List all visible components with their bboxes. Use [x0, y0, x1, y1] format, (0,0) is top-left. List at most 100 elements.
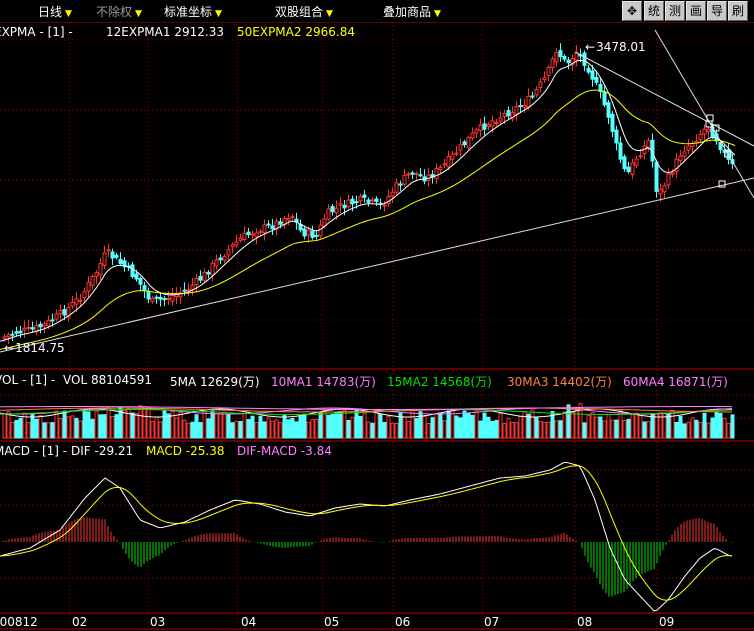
measure-button[interactable]: 测 — [665, 1, 685, 21]
volume-bar — [342, 410, 347, 439]
candle-body — [154, 296, 159, 299]
volume-bar — [698, 421, 703, 439]
toolbar: 日线 ▼ 不除权 ▼ 标准坐标 ▼ 双股组合 ▼ 叠加商品 ▼ ✥ 统 测 画 导 刷 — [0, 0, 754, 22]
volume-bar — [374, 409, 379, 439]
volume-bar — [538, 420, 543, 439]
volume-bar — [462, 410, 467, 439]
export-button[interactable]: 导 — [707, 1, 727, 21]
candle-body — [18, 330, 23, 334]
stats-button[interactable]: 统 — [644, 1, 664, 21]
candle-body — [582, 52, 587, 66]
candle-body — [194, 277, 199, 285]
volume-bar — [346, 420, 351, 439]
volume-bar — [502, 423, 507, 439]
volume-bar — [66, 416, 71, 439]
volume-bar — [2, 413, 7, 439]
candle-body — [150, 297, 155, 302]
candle-body — [634, 158, 639, 166]
candle-body — [218, 257, 223, 261]
candle-body — [362, 194, 367, 198]
draw-button[interactable]: 画 — [686, 1, 706, 21]
volume-bar — [622, 420, 627, 439]
candle-body — [250, 233, 255, 236]
candle-body — [630, 162, 635, 175]
volume-bar — [590, 412, 595, 439]
vol-ma5-line — [0, 408, 733, 418]
candle-body — [178, 292, 183, 298]
volume-bar — [394, 422, 399, 439]
candle-body — [222, 255, 227, 261]
volume-bar — [542, 421, 547, 439]
volume-bar — [602, 420, 607, 439]
rights-menu[interactable]: 不除权 ▼ — [96, 5, 142, 19]
volume-bar — [62, 410, 67, 439]
volume-bar — [642, 421, 647, 439]
volume-bar — [586, 414, 591, 439]
volume-bar — [50, 422, 55, 439]
candle-body — [10, 333, 15, 336]
volume-bar — [182, 419, 187, 439]
volume-bar — [630, 414, 635, 439]
candle-body — [214, 259, 219, 267]
volume-bar — [38, 415, 43, 439]
candle-body — [466, 137, 471, 149]
volume-bar — [710, 417, 715, 439]
candle-body — [98, 263, 103, 276]
candle-body — [550, 58, 555, 68]
overlay-menu[interactable]: 叠加商品 ▼ — [383, 5, 441, 19]
dif-line — [0, 462, 733, 612]
dual-stock-menu[interactable]: 双股组合 ▼ — [275, 5, 333, 19]
candle-body — [558, 50, 563, 58]
candle-body — [134, 273, 139, 280]
volume-bar — [74, 417, 79, 439]
ema12-readout: 12EXPMA1 2912.33 — [106, 25, 224, 39]
volume-bar — [606, 414, 611, 439]
x-axis-label: 08 — [577, 615, 593, 629]
volume-bar — [410, 409, 415, 439]
volume-bar — [358, 415, 363, 439]
trendline-resistance — [574, 51, 754, 147]
trendline-fan — [654, 29, 754, 199]
trendline-support — [0, 177, 754, 353]
candle-body — [674, 158, 679, 173]
trendline-handle — [705, 120, 713, 128]
candle-body — [382, 204, 387, 207]
volume-bar — [370, 422, 375, 439]
candle-body — [234, 241, 239, 246]
x-axis-label: 07 — [484, 615, 500, 629]
volume-bar — [202, 409, 207, 439]
trendline-handle — [724, 150, 732, 158]
volume-bar — [294, 421, 299, 439]
refresh-button[interactable]: 刷 — [728, 1, 748, 21]
candle-body — [458, 144, 463, 151]
coordinate-menu[interactable]: 标准坐标 ▼ — [164, 5, 222, 19]
volume-bar — [326, 414, 331, 439]
volume-bar — [314, 418, 319, 439]
volume-bar — [10, 421, 15, 439]
x-axis-label: 02 — [72, 615, 88, 629]
candle-body — [290, 216, 295, 219]
candle-body — [226, 249, 231, 256]
candle-body — [266, 223, 271, 226]
volume-bar — [142, 406, 147, 439]
volume-bar — [434, 413, 439, 439]
volume-bar — [154, 416, 159, 439]
vol-ma5-readout: 5MA 12629(万) — [170, 375, 260, 389]
move-button[interactable]: ✥ — [622, 1, 642, 21]
candle-body — [502, 113, 507, 117]
candle-body — [394, 182, 399, 193]
volume-bar — [694, 419, 699, 439]
candle-body — [406, 173, 411, 176]
volume-bar — [486, 416, 491, 439]
x-axis-label: 09 — [659, 615, 675, 629]
candle-body — [190, 284, 195, 290]
volume-bar — [438, 412, 443, 439]
volume-bar — [222, 411, 227, 439]
volume-bar — [550, 411, 555, 439]
candle-body — [418, 174, 423, 177]
volume-bar — [378, 413, 383, 439]
period-menu[interactable]: 日线 ▼ — [38, 5, 72, 19]
volume-bar — [722, 417, 727, 439]
candle-body — [594, 76, 599, 83]
